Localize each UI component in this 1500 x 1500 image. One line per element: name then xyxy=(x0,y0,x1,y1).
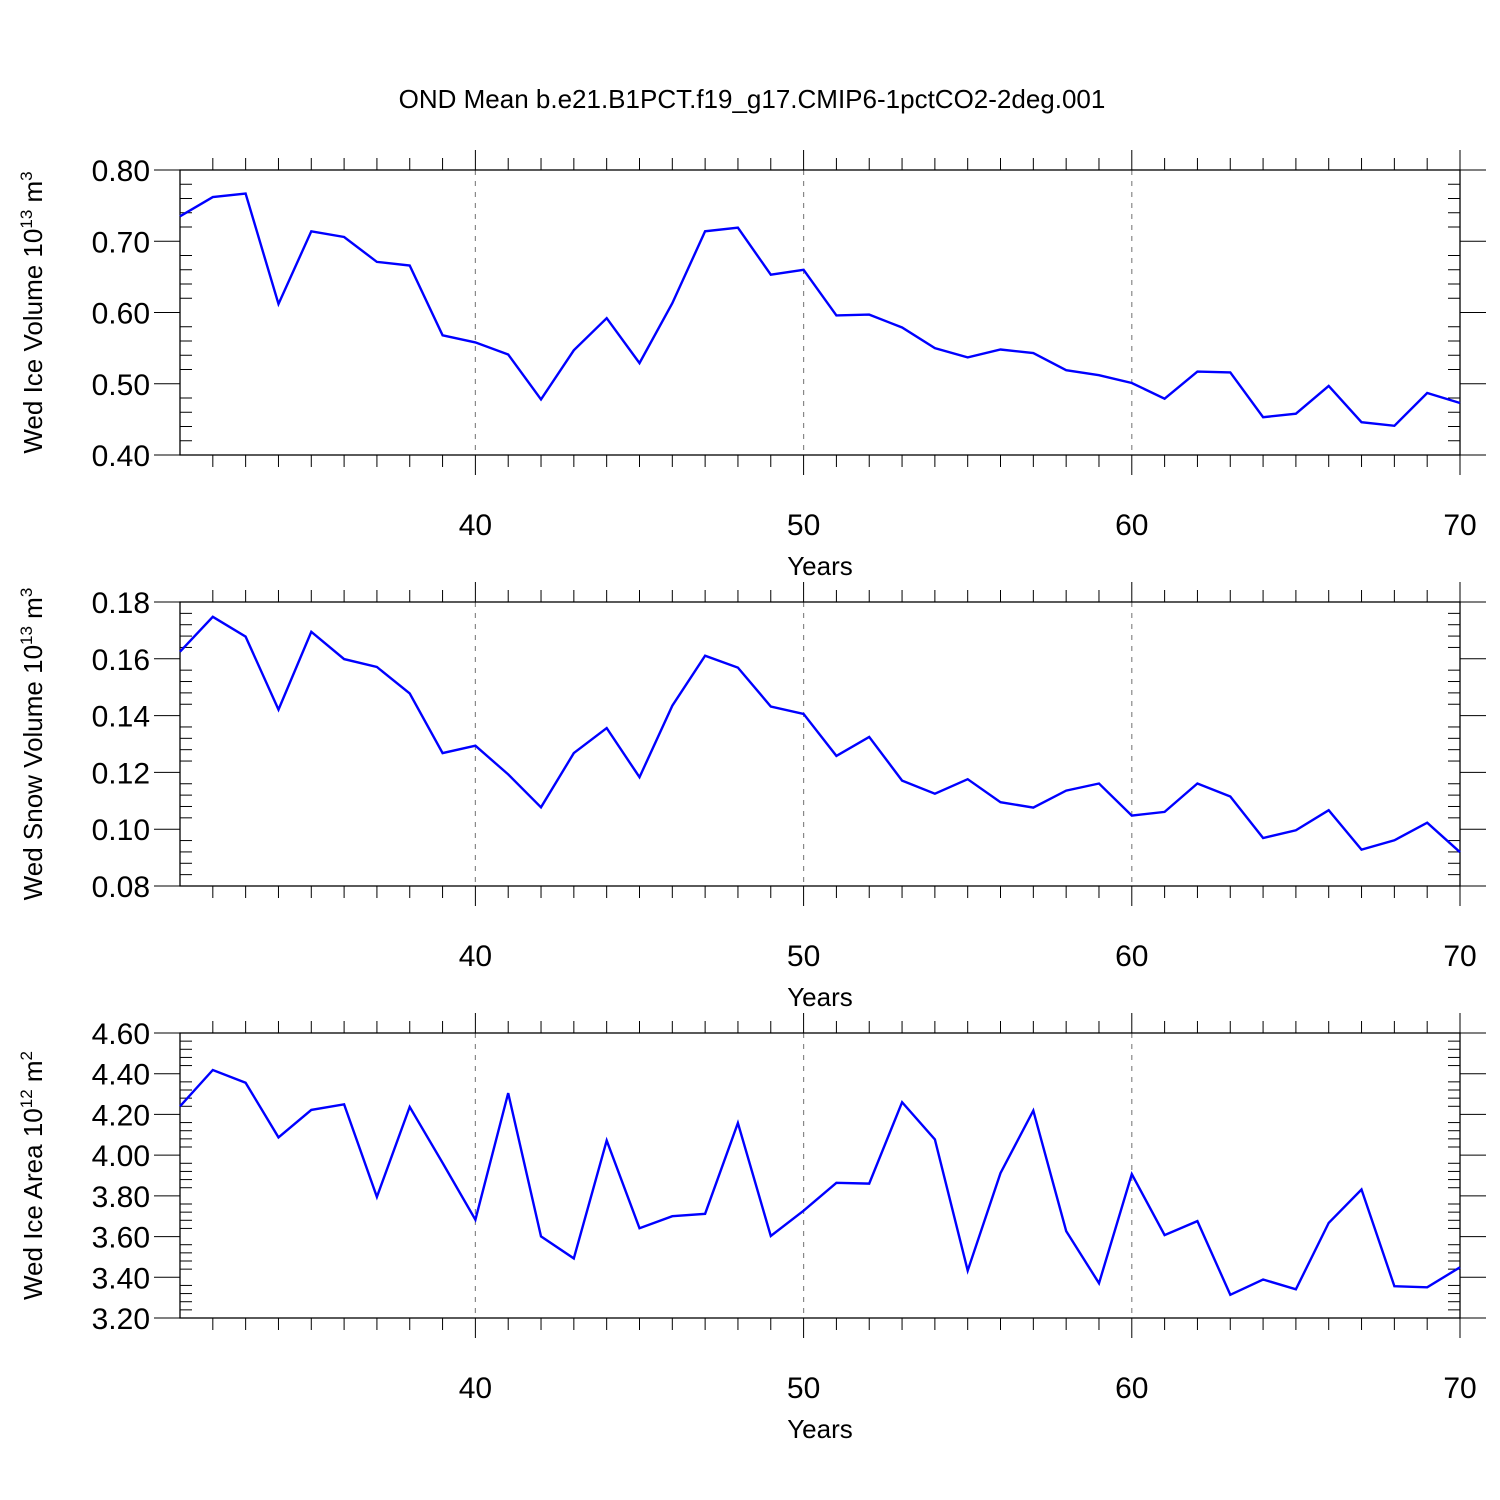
y-tick-label: 0.18 xyxy=(92,587,150,620)
panel-snow-volume: 0.08 0.10 0.12 0.14 0.16 0.18 40 50 60 70 Years Wed… xyxy=(17,582,1486,1012)
plot-frame xyxy=(179,169,1461,456)
y-tick-label: 0.80 xyxy=(92,155,150,188)
panel-ice-volume: 0.40 0.50 0.60 0.70 0.80 40 50 60 70 Years Wed Ice… xyxy=(17,150,1486,581)
plot-frame xyxy=(179,601,1461,887)
x-tick-label: 60 xyxy=(1115,940,1148,973)
x-tick-label: 40 xyxy=(459,509,492,542)
x-axis-label: Years xyxy=(787,982,853,1012)
y-axis-label: Wed Ice Volume 1013 m3 xyxy=(17,171,48,453)
y-axis-label: Wed Snow Volume 1013 m3 xyxy=(17,588,48,901)
y-axis-label-main: Wed Ice Area 10 xyxy=(18,1108,48,1300)
y-axis-label: Wed Ice Area 1012 m2 xyxy=(17,1051,48,1300)
panel-ice-area: 3.20 3.40 3.60 3.80 4.00 4.20 4.40 4.60 40 50 60 70… xyxy=(17,1013,1486,1444)
y-tick-label: 4.40 xyxy=(92,1059,150,1092)
x-tick-label: 40 xyxy=(459,1372,492,1405)
y-axis-label-exponent: 13 xyxy=(17,626,36,645)
x-tick-label: 60 xyxy=(1115,509,1148,542)
x-tick-label: 60 xyxy=(1115,1372,1148,1405)
y-tick-label: 3.20 xyxy=(92,1303,150,1336)
y-tick-label: 3.40 xyxy=(92,1262,150,1295)
x-tick-label: 70 xyxy=(1443,940,1476,973)
y-tick-label: 0.12 xyxy=(92,757,150,790)
y-tick-label: 4.60 xyxy=(92,1018,150,1051)
y-tick-label: 0.50 xyxy=(92,369,150,402)
series-line xyxy=(179,192,1461,428)
x-tick-label: 50 xyxy=(787,1372,820,1405)
y-axis-label-unit-exponent: 3 xyxy=(17,171,36,180)
series-line xyxy=(179,615,1461,854)
figure-title: OND Mean b.e21.B1PCT.f19_g17.CMIP6-1pctC… xyxy=(399,84,1106,114)
y-tick-label: 0.14 xyxy=(92,701,150,734)
y-tick-label: 4.00 xyxy=(92,1140,150,1173)
x-axis-label: Years xyxy=(787,551,853,581)
y-axis-label-unit: m xyxy=(18,597,48,626)
y-tick-label: 4.20 xyxy=(92,1099,150,1132)
y-tick-label: 3.80 xyxy=(92,1181,150,1214)
y-tick-label: 0.40 xyxy=(92,440,150,473)
y-axis-label-exponent: 12 xyxy=(17,1089,36,1108)
y-axis-label-unit: m xyxy=(18,181,48,210)
x-tick-label: 40 xyxy=(459,940,492,973)
series-line xyxy=(179,1068,1461,1297)
y-axis-label-unit-exponent: 3 xyxy=(17,588,36,597)
y-tick-label: 0.16 xyxy=(92,644,150,677)
y-axis-label-unit: m xyxy=(18,1060,48,1089)
y-tick-label: 0.10 xyxy=(92,814,150,847)
y-tick-label: 0.70 xyxy=(92,226,150,259)
x-tick-label: 70 xyxy=(1443,509,1476,542)
y-tick-label: 0.08 xyxy=(92,871,150,904)
y-tick-label: 3.60 xyxy=(92,1222,150,1255)
x-axis-label: Years xyxy=(787,1414,853,1444)
x-tick-label: 50 xyxy=(787,940,820,973)
y-axis-label-exponent: 13 xyxy=(17,210,36,229)
y-axis-label-main: Wed Snow Volume 10 xyxy=(18,645,48,900)
y-axis-label-unit-exponent: 2 xyxy=(17,1051,36,1060)
x-tick-label: 50 xyxy=(787,509,820,542)
y-axis-label-main: Wed Ice Volume 10 xyxy=(18,229,48,454)
plot-frame xyxy=(179,1032,1461,1319)
y-tick-label: 0.60 xyxy=(92,298,150,331)
x-tick-label: 70 xyxy=(1443,1372,1476,1405)
